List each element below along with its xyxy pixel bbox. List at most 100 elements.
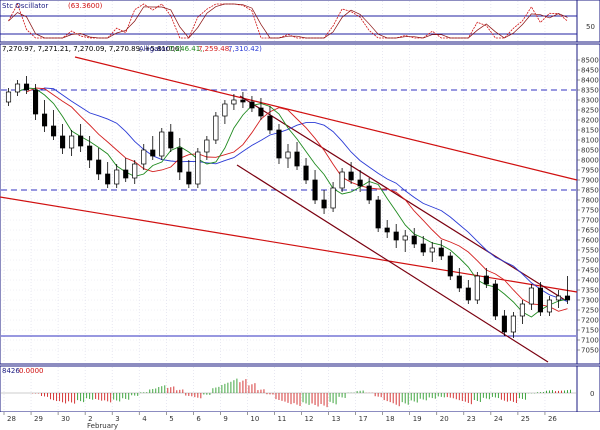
candle-body	[321, 199, 327, 209]
price-grid	[1, 45, 576, 363]
candle-body	[411, 235, 417, 245]
candle-body	[213, 115, 219, 141]
candle	[213, 112, 219, 144]
candle-body	[240, 99, 246, 103]
date-label: 13	[332, 415, 341, 423]
price-tick-label: 8000	[581, 157, 599, 165]
candle-body	[528, 287, 534, 305]
date-label: 24	[494, 415, 503, 423]
month-label: February	[87, 422, 118, 430]
candle-body	[546, 299, 553, 313]
candle-body	[5, 91, 12, 103]
price-tick-label: 7600	[581, 237, 599, 245]
price-tick-label: 7050	[581, 347, 599, 355]
price-tick-label: 7250	[581, 307, 599, 315]
candle-body	[249, 101, 255, 109]
candle	[339, 168, 345, 192]
candle-body	[159, 131, 165, 157]
price-tick-label: 7700	[581, 217, 599, 225]
date-label: 2	[88, 415, 92, 423]
date-label: 6	[196, 415, 201, 423]
price-axis	[576, 43, 600, 365]
candle-body	[51, 125, 57, 137]
date-label: 19	[413, 415, 422, 423]
oscillator-main-line	[8, 3, 568, 39]
date-labels: 28 29 30 2 3 4 5 6 9 10 11 12 13 17 18 19 20 23 24 25 26	[3, 412, 557, 423]
price-tick-label: 8200	[581, 117, 599, 125]
histogram-axis	[576, 365, 600, 413]
candle-body	[357, 179, 363, 187]
candle-body	[132, 163, 138, 179]
candle-body	[375, 199, 381, 229]
price-tick-label: 8400	[581, 77, 599, 85]
candle	[78, 124, 84, 152]
oscillator-signal-line	[8, 3, 568, 39]
date-label: 20	[440, 415, 449, 423]
candle	[114, 164, 120, 188]
candle-body	[483, 275, 489, 285]
candle-body	[276, 129, 282, 159]
candle	[222, 100, 228, 124]
price-tick-label: 8300	[581, 97, 599, 105]
histogram-frame	[0, 365, 578, 413]
candle	[375, 196, 381, 232]
alligator-teeth-line	[26, 87, 568, 312]
date-axis-bg	[0, 412, 600, 430]
histogram-value: 0.0000	[19, 367, 44, 375]
date-label: 3	[115, 415, 119, 423]
candle	[402, 230, 408, 252]
candle	[14, 80, 21, 96]
candle	[96, 148, 102, 180]
candle-body	[420, 243, 426, 253]
candle-body	[222, 103, 228, 117]
price-frame	[0, 43, 578, 365]
candle	[294, 142, 300, 170]
candle-body	[438, 247, 444, 257]
price-tick-label: 8350	[581, 87, 599, 95]
candlesticks	[5, 76, 571, 338]
histogram-bars	[32, 378, 571, 408]
date-label: 4	[142, 415, 147, 423]
candle-body	[69, 135, 75, 149]
date-label: 23	[467, 415, 476, 423]
candle	[519, 300, 525, 324]
price-tick-label: 8100	[581, 137, 599, 145]
histogram-name: 8426	[2, 367, 20, 375]
candle-body	[231, 99, 237, 105]
candle-body	[564, 295, 571, 301]
candle-body	[14, 83, 21, 93]
alligator-teeth-value: 7,259.48,	[198, 45, 231, 53]
date-label: 11	[277, 415, 286, 423]
date-label: 10	[250, 415, 259, 423]
candle-body	[78, 135, 84, 147]
price-tick-label: 7300	[581, 297, 599, 305]
candle	[276, 124, 282, 164]
candle-body	[537, 287, 543, 313]
candle	[474, 272, 480, 304]
price-tick-label: 8050	[581, 147, 599, 155]
candle-body	[555, 295, 562, 301]
candle-body	[96, 159, 102, 175]
candle-body	[285, 151, 291, 159]
steep-lower-channel-line	[236, 164, 549, 363]
oscillator-value: (63.3600)	[68, 2, 103, 10]
candle-body	[141, 149, 147, 165]
price-tick-label: 8500	[581, 57, 599, 65]
candle	[168, 124, 174, 152]
candle-body	[312, 179, 318, 201]
candle-body	[465, 287, 471, 301]
candle	[141, 144, 147, 170]
candle	[5, 88, 12, 106]
candle	[438, 240, 444, 260]
candle	[69, 130, 75, 156]
candle-body	[294, 151, 300, 167]
candle	[501, 310, 507, 336]
date-label: 25	[521, 415, 530, 423]
candle	[267, 106, 273, 134]
candle	[60, 124, 66, 154]
price-tick-label: 8250	[581, 107, 599, 115]
candle-body	[204, 139, 210, 153]
candle	[492, 280, 498, 320]
candle-body	[330, 187, 336, 209]
candle	[447, 252, 453, 280]
